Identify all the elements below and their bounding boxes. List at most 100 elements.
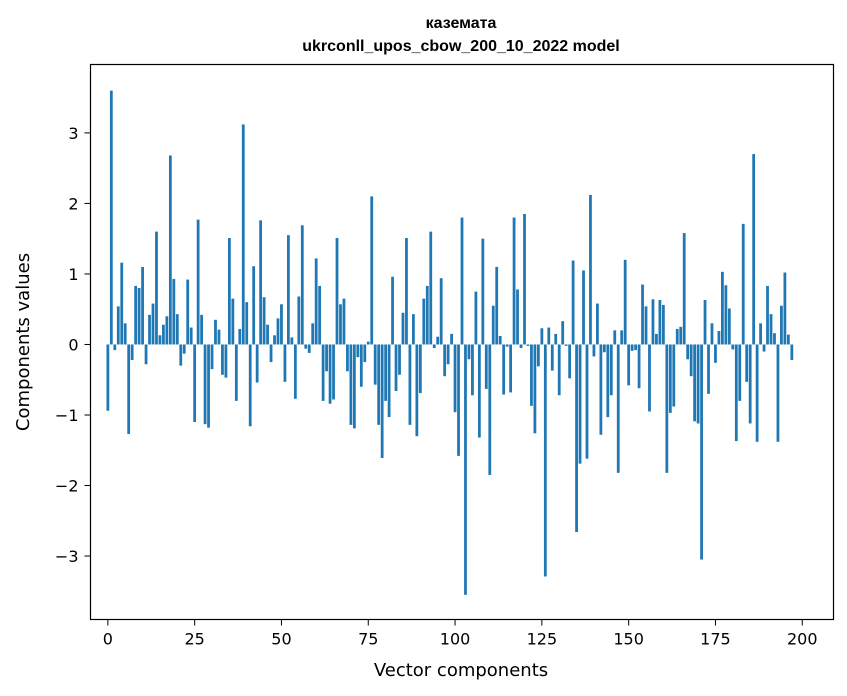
bar [280,304,283,345]
bar [346,344,349,372]
y-tick-label: 1 [68,265,78,284]
bar [780,305,783,345]
bar [207,344,210,428]
bar [769,314,773,345]
bar [384,344,388,401]
bar [734,344,738,442]
bar [602,344,606,353]
bar [311,323,315,345]
bar [675,328,679,345]
x-tick-label: 100 [440,630,471,649]
bar [710,323,714,345]
bar [665,344,669,473]
bar [328,344,332,404]
bar [245,302,249,345]
bar [578,344,582,464]
bar [543,344,547,577]
bar [550,344,554,371]
bar [266,324,269,345]
bar [790,344,794,360]
bar [502,344,506,395]
bar [106,344,110,411]
bar [519,344,523,348]
bar [776,344,780,442]
x-tick-label: 125 [527,630,558,649]
bar [613,330,617,345]
bar [182,344,186,354]
bar [307,344,311,353]
bar [175,314,179,345]
x-tick-label: 175 [700,630,731,649]
bar [533,344,537,434]
y-tick-label: 2 [68,194,78,213]
x-axis-ticks: 0 25 50 75 100 125 150 175 200 [103,619,818,649]
bar [536,344,540,367]
bar [766,285,769,345]
bar [127,344,131,435]
bar [759,323,762,345]
bar [290,337,294,345]
bar [359,344,363,387]
bar [630,344,634,351]
bar [273,335,276,345]
bar [304,344,308,349]
y-axis-label: Components values [13,253,34,431]
bar [200,314,203,345]
bar [491,305,495,345]
bar [318,285,322,345]
bar [214,319,217,345]
bar [620,330,624,345]
bar [505,344,509,347]
bar [575,344,578,533]
bar [130,344,134,360]
bar [752,154,756,345]
bar [349,344,353,425]
bar [606,344,610,418]
y-tick-label: 0 [68,335,78,354]
bar [231,298,235,345]
bar [429,231,433,345]
bar [234,344,238,401]
bar [224,344,228,378]
y-axis-ticks: −3 −2 −1 0 1 2 3 [55,124,91,566]
bar [634,344,637,351]
bar [474,291,478,345]
bar [109,90,113,345]
bar [516,289,519,345]
bar [686,344,690,360]
bar [495,266,499,345]
bar [335,237,339,345]
bar [700,344,703,560]
bar [599,344,603,435]
bar [484,344,488,389]
bar [148,314,151,345]
bar [450,333,453,345]
bar [443,344,447,377]
bar [745,344,749,382]
bar [661,304,665,345]
bar [526,344,530,346]
bar [300,225,304,345]
bar [269,344,273,363]
x-axis-label: Vector components [374,660,548,681]
chart-title-line-2: ukrconll_upos_cbow_200_10_2022 model [302,38,619,55]
bar [363,344,367,363]
bar [238,328,242,345]
bar [387,344,391,418]
bar [276,318,280,345]
bar [293,344,297,399]
x-tick-label: 50 [271,630,291,649]
bar [158,335,162,345]
bar [123,323,127,345]
bar [571,260,575,345]
bar [512,217,516,345]
bar [255,344,259,383]
bar [648,344,651,412]
bar [460,217,464,345]
bar [679,326,683,345]
bar [755,344,759,442]
bar [672,344,676,407]
bar [609,344,613,396]
bar [116,306,120,345]
bar [412,314,415,345]
